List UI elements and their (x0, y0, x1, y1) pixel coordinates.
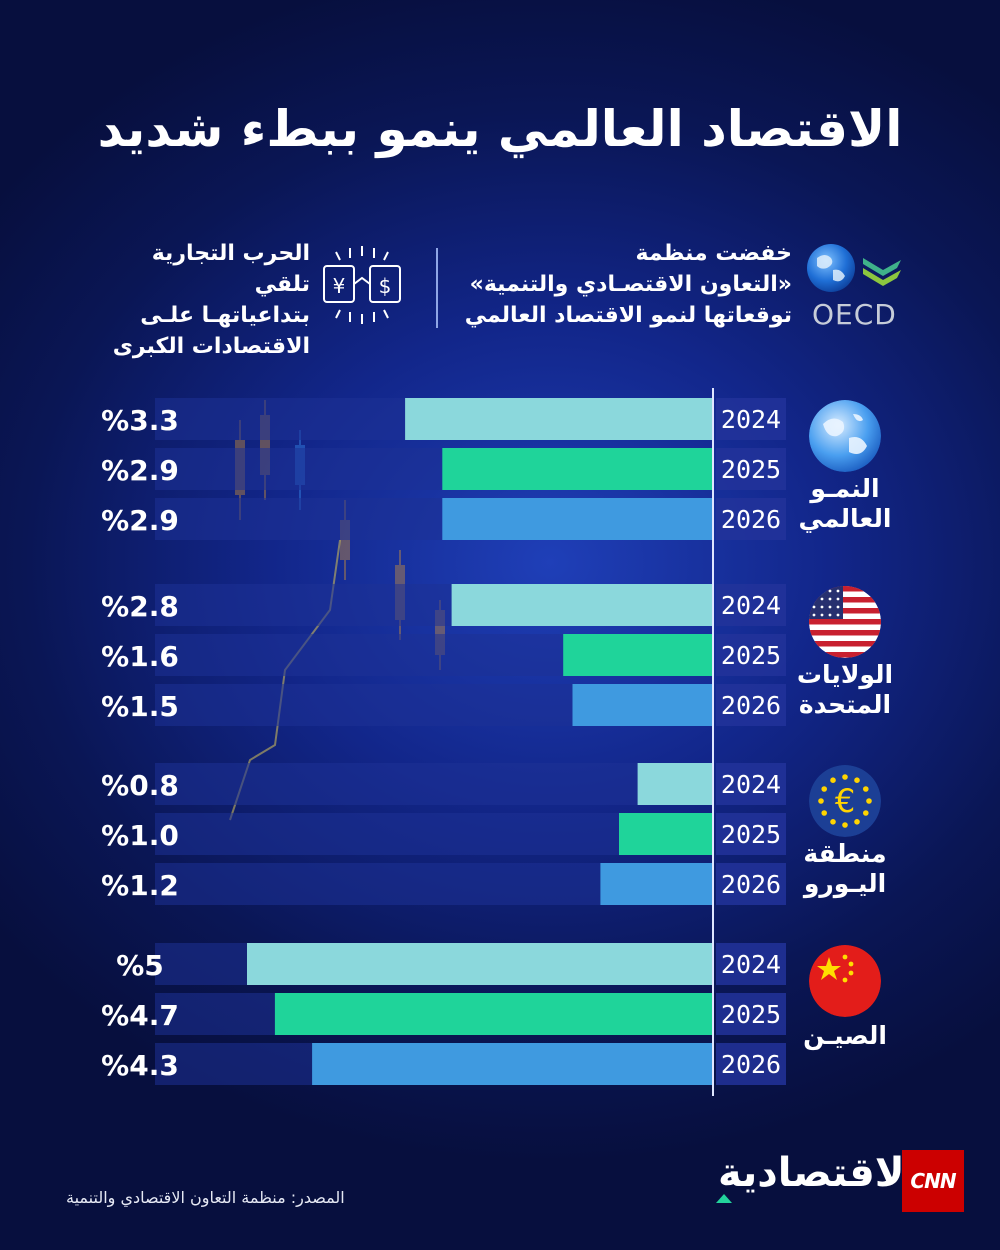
value-label: %2.9 (101, 454, 179, 487)
year-box (716, 498, 786, 540)
year-box (716, 1043, 786, 1085)
year-box (716, 943, 786, 985)
bar-2026 (600, 863, 712, 905)
trade-info-line: بتداعياتهـا علـى (140, 303, 310, 328)
value-label: %1.6 (101, 640, 179, 673)
value-label: %2.9 (101, 504, 179, 537)
year-box (716, 993, 786, 1035)
value-label: %5 (116, 949, 164, 982)
info-divider (436, 248, 438, 328)
year-label: 2025 (721, 641, 781, 670)
bar-track (155, 763, 712, 805)
source-text: المصدر: منظمة التعاون الاقتصادي والتنمية (66, 1188, 345, 1207)
trade-info-line: الحرب التجارية تلقي (151, 241, 310, 297)
region-label-line: اليـورو (803, 869, 887, 898)
year-label: 2024 (721, 770, 781, 799)
oecd-globe-icon (807, 244, 901, 292)
oecd-info-line: خفضت منظمة (635, 241, 792, 266)
bar-2025 (563, 634, 712, 676)
region-label: الولايات المتحدة (780, 660, 910, 720)
value-label: %1.5 (101, 690, 179, 723)
svg-text:€: € (835, 782, 855, 820)
year-box (716, 634, 786, 676)
bar-2024 (451, 584, 712, 626)
value-label: %3.3 (101, 404, 179, 437)
year-box (716, 398, 786, 440)
value-label: %4.7 (101, 999, 179, 1032)
bar-2026 (442, 498, 712, 540)
region-label-line: العالمي (798, 504, 892, 533)
year-label: 2026 (721, 1050, 781, 1079)
year-box (716, 448, 786, 490)
year-box (716, 684, 786, 726)
year-label: 2024 (721, 591, 781, 620)
year-label: 2026 (721, 505, 781, 534)
china-flag-icon (809, 945, 881, 1017)
page-title: الاقتصاد العالمي ينمو ببطء شديد (97, 100, 903, 158)
bar-2024 (247, 943, 712, 985)
region-label: الصيـن (780, 1021, 910, 1051)
year-label: 2025 (721, 820, 781, 849)
brand-triangle-icon (716, 1194, 732, 1203)
year-label: 2024 (721, 950, 781, 979)
bar-2024 (637, 763, 712, 805)
value-label: %2.8 (101, 590, 179, 623)
region-label-line: الولايات (796, 660, 894, 689)
trade-info-text: الحرب التجارية تلقي بتداعياتهـا علـى الا… (100, 238, 310, 362)
bar-2026 (312, 1043, 712, 1085)
region-label-line: الصيـن (803, 1021, 887, 1050)
oecd-info-line: «التعاون الاقتصـادي والتنمية» (469, 272, 792, 297)
bar-2025 (619, 813, 712, 855)
region-label: النمـو العالمي (780, 474, 910, 534)
yen-symbol: ¥ (333, 274, 346, 298)
year-label: 2025 (721, 1000, 781, 1029)
globe-icon (809, 400, 881, 472)
bar-2024 (405, 398, 712, 440)
year-box (716, 763, 786, 805)
trade-info-line: الاقتصادات الكبرى (112, 334, 310, 359)
oecd-info-line: توقعاتها لنمو الاقتصاد العالمي (464, 303, 792, 328)
year-label: 2026 (721, 870, 781, 899)
trade-war-icon: ¥ $ (323, 246, 401, 324)
region-label-line: منطقة (803, 839, 887, 868)
year-box (716, 813, 786, 855)
year-label: 2026 (721, 691, 781, 720)
bar-2025 (274, 993, 712, 1035)
cnn-logo-text: CNN (910, 1169, 956, 1193)
region-label: منطقة اليـورو (780, 839, 910, 899)
oecd-logo-text: OECD (812, 298, 897, 331)
oecd-info-text: خفضت منظمة «التعاون الاقتصـادي والتنمية»… (452, 238, 792, 331)
year-label: 2025 (721, 455, 781, 484)
bar-2025 (442, 448, 712, 490)
year-label: 2024 (721, 405, 781, 434)
value-label: %4.3 (101, 1049, 179, 1082)
dollar-symbol: $ (379, 274, 392, 298)
eu-flag-icon: € (809, 765, 881, 837)
cnn-logo: CNN (902, 1150, 964, 1212)
region-label-line: المتحدة (798, 690, 892, 719)
value-label: %1.0 (101, 819, 179, 852)
us-flag-icon (809, 586, 881, 658)
year-box (716, 863, 786, 905)
bar-2026 (572, 684, 712, 726)
brand-logo-text: الاقتصادية (718, 1150, 919, 1196)
value-label: %1.2 (101, 869, 179, 902)
region-label-line: النمـو (810, 474, 880, 503)
value-label: %0.8 (101, 769, 179, 802)
year-box (716, 584, 786, 626)
